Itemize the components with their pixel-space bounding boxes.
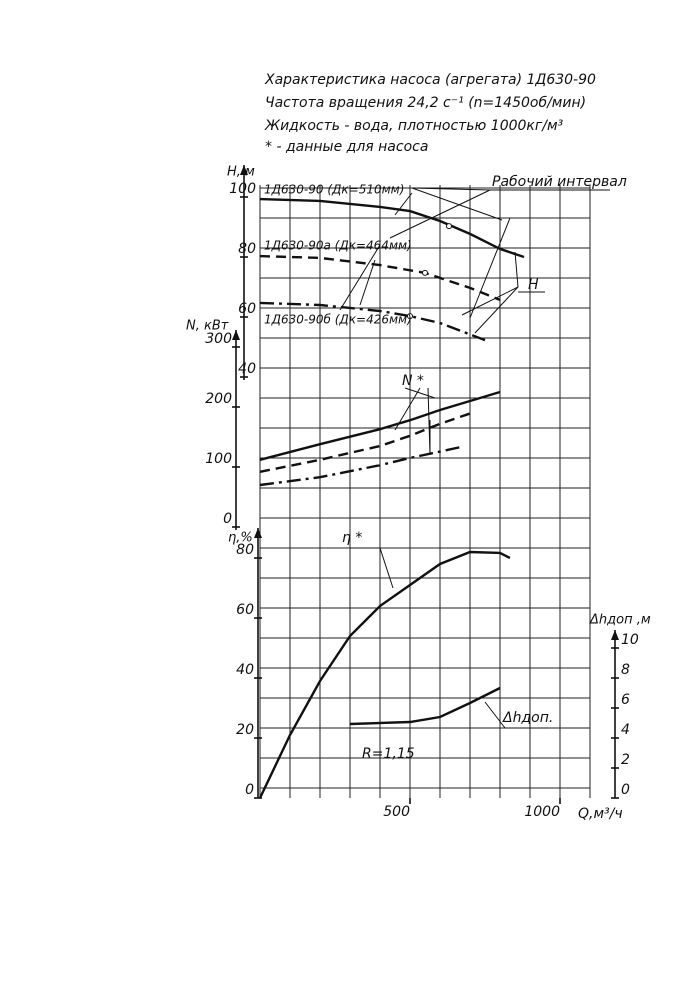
subtitle: * - данные для насоса: [265, 139, 428, 155]
line-series: [259, 254, 501, 302]
chart-title: Характеристика насоса (агрегата) 1Д630-9…: [264, 72, 596, 88]
leader-line: [404, 387, 436, 399]
leader-line: [411, 187, 503, 221]
axis-arrow: [611, 630, 619, 640]
annotation: Δhдоп.: [502, 710, 553, 726]
leader-line: [389, 189, 491, 239]
y-tick-label: 4: [621, 722, 630, 738]
line-series: [258, 550, 511, 799]
y-tick-label: 40: [236, 662, 254, 678]
series-label: 1Д630-90 (Дк=510мм): [264, 183, 404, 197]
annotation: N *: [402, 373, 424, 389]
leader-line: [469, 217, 511, 319]
y-tick-label: 100: [205, 451, 232, 467]
y-tick-label: 20: [236, 722, 254, 738]
line-series: [259, 446, 461, 487]
graph-paper: [259, 185, 591, 798]
line-series: [259, 197, 525, 259]
x-axis-label: Q,м³/ч: [578, 806, 623, 822]
leader-line: [359, 259, 376, 306]
leader-line: [411, 187, 491, 191]
operating-point: [407, 313, 413, 320]
y-tick-label: 0: [245, 782, 254, 798]
y-tick-label: 80: [236, 542, 254, 558]
line-series: [349, 686, 501, 726]
y-tick-label: 60: [238, 301, 256, 317]
operating-point: [446, 223, 452, 230]
line-series: [259, 390, 501, 461]
series-label: 1Д630-90б (Дк=426мм): [264, 313, 412, 327]
y-axis-label: H, м: [227, 165, 255, 180]
y-tick-label: 2: [621, 752, 630, 768]
axis-arrow: [232, 330, 240, 340]
leader-line: [339, 244, 381, 311]
leader-line: [379, 547, 394, 589]
subtitle: Жидкость - вода, плотностью 1000кг/м³: [264, 118, 564, 134]
series-label: 1Д630-90а (Дк=464мм): [264, 239, 412, 253]
annotation: R=1,15: [362, 746, 415, 762]
subtitle: Частота вращения 24,2 с⁻¹ (n=1450об/мин): [265, 95, 586, 111]
y-tick-label: 100: [229, 181, 256, 197]
leader-line: [461, 286, 519, 316]
x-tick-label: 500: [383, 804, 410, 820]
axis-arrow: [240, 165, 248, 175]
line-series: [259, 410, 476, 473]
y-tick-label: 6: [621, 692, 630, 708]
leader-line: [514, 251, 519, 288]
axis-arrow: [254, 528, 262, 538]
y-tick-label: 8: [621, 662, 630, 678]
operating-point: [422, 269, 428, 276]
annotation: H: [528, 277, 539, 293]
leader-line: [394, 387, 421, 431]
leader-line: [484, 701, 506, 729]
y-axis-label: Δhдоп ,м: [589, 613, 651, 628]
leader-line: [474, 286, 519, 334]
leader-line: [394, 192, 413, 216]
y-tick-label: 10: [621, 632, 639, 648]
y-axis-label: N, кВт: [186, 319, 229, 334]
y-tick-label: 60: [236, 602, 254, 618]
y-axis-label: η,%: [228, 531, 253, 546]
line-series: [259, 301, 486, 342]
y-tick-label: 0: [621, 782, 630, 798]
annotation: Рабочий интервал: [492, 174, 627, 190]
x-tick-label: 1000: [524, 804, 560, 820]
y-tick-label: 0: [223, 511, 232, 527]
y-tick-label: 200: [205, 391, 232, 407]
annotation: η *: [342, 530, 362, 546]
y-tick-label: 80: [238, 241, 256, 257]
y-tick-label: 40: [238, 361, 256, 377]
y-tick-label: 300: [205, 331, 232, 347]
